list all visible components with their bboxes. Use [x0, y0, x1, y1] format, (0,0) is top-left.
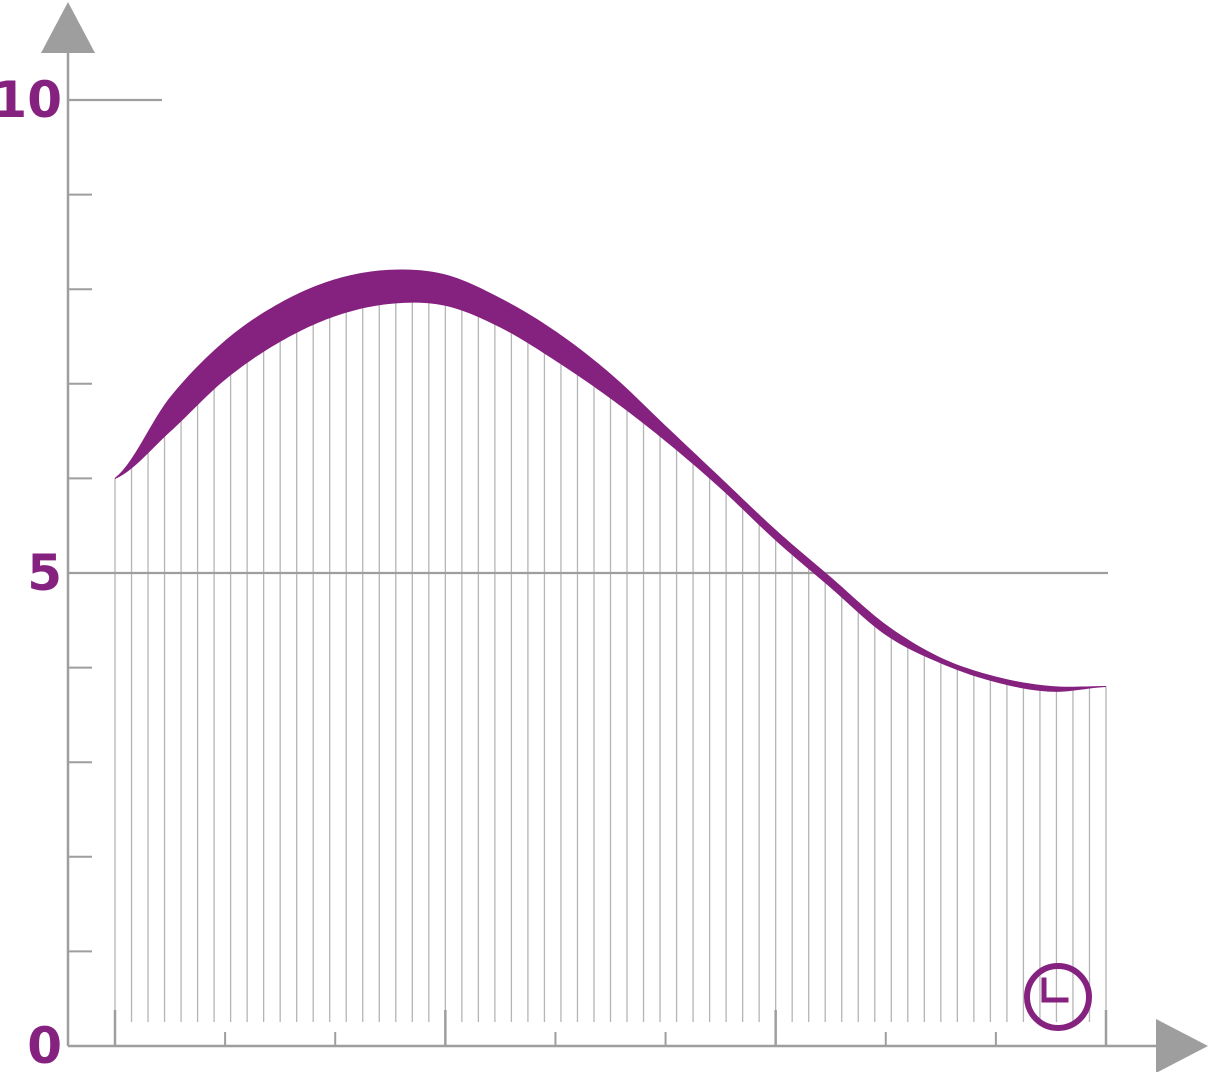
data-band	[114, 269, 1107, 692]
x-axis-icon-group	[1024, 963, 1092, 1031]
series-band	[114, 269, 1107, 692]
y-tick-label: 0	[27, 1017, 62, 1072]
ticks	[68, 193, 1108, 1046]
x-axis-arrow	[1156, 1019, 1208, 1072]
clock-face	[1024, 963, 1092, 1031]
axes	[41, 2, 1208, 1072]
clock-icon	[1024, 963, 1092, 1031]
y-tick-label: 5	[27, 544, 62, 602]
y-tick-label: 10	[0, 71, 62, 129]
hatch-lines	[114, 302, 1107, 1022]
gridlines	[68, 98, 1108, 575]
clock-hands	[1041, 977, 1069, 1003]
tick-labels: 0 5 10	[0, 71, 62, 1072]
y-axis-arrow	[41, 2, 95, 53]
